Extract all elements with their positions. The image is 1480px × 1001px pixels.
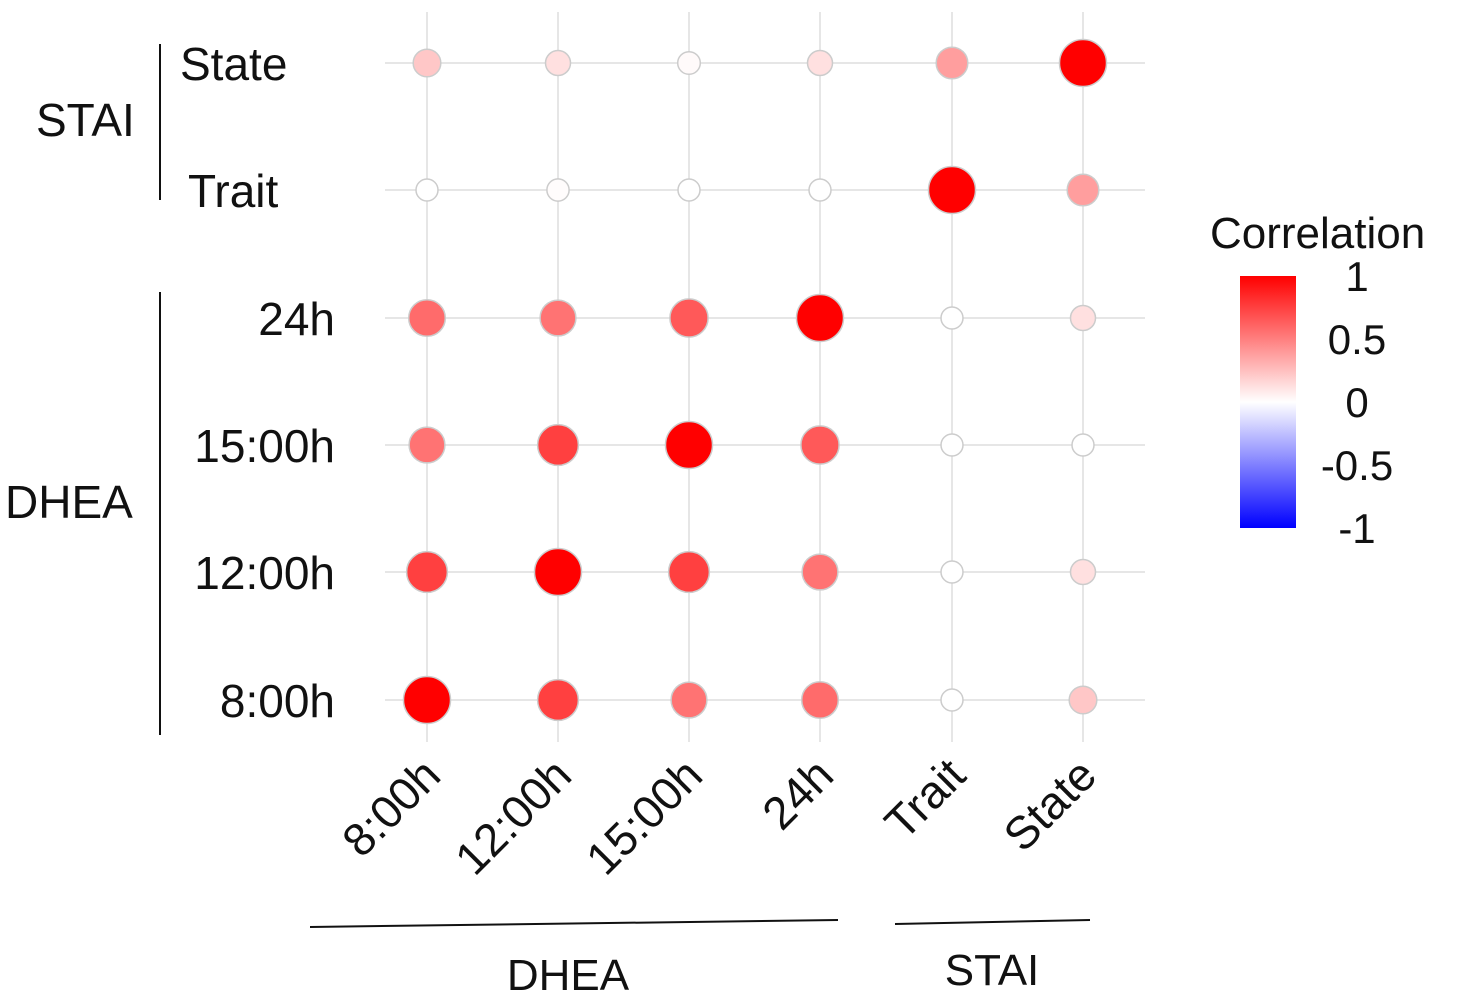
dot-trait-trait [927,165,977,215]
y-tick-label-24h: 24h [258,293,335,345]
legend-tick-minus-0-5: -0.5 [1321,442,1393,489]
dot-8-00h-state [1068,685,1098,715]
x-tick-label-24h: 24h [752,748,843,839]
dot-8-00h-24h [800,680,840,720]
dot-trait-15-00h [677,178,701,202]
dot-state-15-00h [676,50,702,76]
dot-state-state [1058,38,1108,88]
dot-8-00h-15-00h [670,681,708,719]
y-tick-label-state: State [180,38,287,90]
x-tick-label-trait: Trait [874,748,975,849]
y-tick-label-8-00h: 8:00h [220,675,335,727]
dot-12-00h-12-00h [533,547,583,597]
y-tick-label-trait: Trait [188,165,279,217]
y-axis-labels: State Trait 24h 15:00h 12:00h 8:00h [180,38,335,727]
dot-12-00h-8-00h [405,550,449,594]
grid-layer [385,12,1145,742]
dot-state-trait [935,46,969,80]
x-tick-label-15-00h: 15:00h [576,748,712,884]
y-group-label-stai: STAI [36,94,135,146]
dot-12-00h-state [1069,558,1097,586]
y-group-label-dhea: DHEA [5,476,133,528]
x-tick-label-8-00h: 8:00h [332,748,450,866]
legend-title: Correlation [1210,209,1425,258]
dot-24h-8-00h [407,298,447,338]
dot-12-00h-24h [801,553,839,591]
dot-24h-state [1069,304,1097,332]
dot-15-00h-trait [940,433,964,457]
dot-15-00h-12-00h [536,423,580,467]
x-tick-label-12-00h: 12:00h [445,748,581,884]
dot-24h-12-00h [539,299,577,337]
legend-colorbar [1240,276,1296,528]
x-group-label-dhea: DHEA [507,951,630,1000]
dot-trait-8-00h [415,178,439,202]
legend-tick-0-5: 0.5 [1328,316,1386,363]
x-group-bracket-stai [894,919,1091,925]
dot-state-24h [806,49,834,77]
y-tick-label-15-00h: 15:00h [194,420,335,472]
x-group-label-stai: STAI [945,946,1040,995]
y-tick-label-12-00h: 12:00h [194,547,335,599]
dot-state-8-00h [412,48,442,78]
dot-state-12-00h [544,49,572,77]
dot-15-00h-8-00h [408,426,446,464]
dot-12-00h-trait [940,560,964,584]
dot-trait-24h [808,178,832,202]
legend-tick-minus-1: -1 [1338,505,1375,552]
legend-tick-1: 1 [1345,253,1368,300]
dot-8-00h-8-00h [402,675,452,725]
dot-8-00h-12-00h [536,678,580,722]
dot-15-00h-state [1071,433,1095,457]
legend-ticks: 1 0.5 0 -0.5 -1 [1321,253,1393,552]
color-legend: Correlation 1 0.5 0 -0.5 -1 [1210,209,1425,552]
dot-12-00h-15-00h [667,550,711,594]
dot-8-00h-trait [940,688,964,712]
dot-15-00h-15-00h [664,420,714,470]
x-group-bracket-dhea [309,919,839,928]
dot-24h-trait [940,306,964,330]
dot-24h-24h [795,293,845,343]
dots-layer [402,38,1108,725]
x-tick-label-state: State [993,748,1106,861]
dot-15-00h-24h [800,425,840,465]
group-brackets: STAI DHEA DHEA STAI [5,44,1091,1000]
legend-tick-0: 0 [1345,379,1368,426]
dot-24h-15-00h [669,298,709,338]
dot-trait-state [1066,173,1100,207]
dot-trait-12-00h [546,178,570,202]
